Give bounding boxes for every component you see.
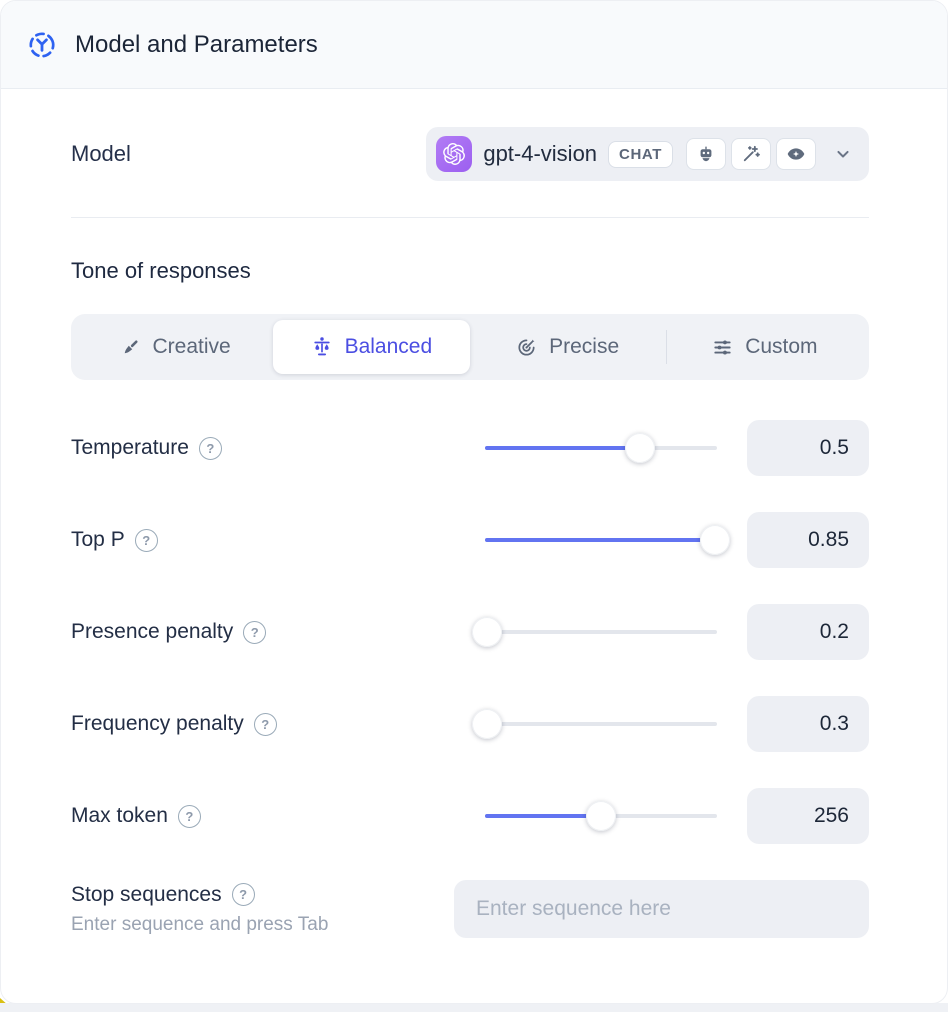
help-icon[interactable]	[198, 436, 222, 460]
tone-option-creative[interactable]: Creative	[77, 320, 273, 374]
model-select-dropdown[interactable]: gpt-4-vision CHAT	[426, 127, 869, 181]
slider-fill	[485, 814, 601, 818]
selected-model-name: gpt-4-vision	[483, 141, 598, 166]
chevron-down-icon	[833, 144, 853, 164]
slider-track	[485, 630, 717, 634]
slider-track	[485, 722, 717, 726]
slider-fill	[485, 538, 715, 542]
tone-option-label: Balanced	[344, 335, 433, 358]
slider-thumb[interactable]	[625, 433, 656, 463]
magic-wand-icon	[731, 138, 771, 170]
model-capability-chips	[686, 138, 816, 170]
help-icon[interactable]	[177, 804, 201, 828]
temperature-slider[interactable]	[485, 433, 717, 463]
presence-penalty-row: Presence penalty 0.2	[71, 604, 869, 660]
help-icon[interactable]	[231, 883, 255, 906]
slider-thumb[interactable]	[472, 617, 503, 647]
temperature-label: Temperature	[71, 436, 189, 459]
presence-penalty-slider[interactable]	[472, 617, 717, 647]
max-token-slider[interactable]	[485, 801, 717, 831]
robot-icon	[686, 138, 726, 170]
top-p-row: Top P 0.85	[71, 512, 869, 568]
panel-header: Model and Parameters	[1, 1, 947, 89]
temperature-row: Temperature 0.5	[71, 420, 869, 476]
vision-eye-icon	[776, 138, 816, 170]
tone-option-label: Custom	[745, 335, 818, 358]
frequency-penalty-slider[interactable]	[472, 709, 717, 739]
frequency-penalty-label: Frequency penalty	[71, 712, 244, 735]
presence-penalty-value[interactable]: 0.2	[747, 604, 869, 660]
help-icon[interactable]	[243, 620, 267, 644]
balance-scale-icon	[311, 336, 333, 358]
slider-fill	[485, 446, 641, 450]
target-dart-icon	[516, 337, 537, 358]
frequency-penalty-row: Frequency penalty 0.3	[71, 696, 869, 752]
background-strip	[0, 1003, 948, 1012]
help-icon[interactable]	[134, 528, 158, 552]
model-row: Model gpt-4-vision CHAT	[71, 127, 869, 181]
stop-sequences-hint: Enter sequence and press Tab	[71, 913, 329, 935]
model-node-icon	[27, 30, 57, 60]
tone-option-precise[interactable]: Precise	[470, 320, 666, 374]
tone-option-label: Precise	[549, 335, 620, 358]
section-divider	[71, 217, 869, 218]
tone-option-balanced[interactable]: Balanced	[273, 320, 470, 374]
tone-option-custom[interactable]: Custom	[667, 320, 863, 374]
slider-thumb[interactable]	[699, 525, 730, 555]
slider-thumb[interactable]	[586, 801, 616, 831]
temperature-value[interactable]: 0.5	[747, 420, 869, 476]
slider-thumb[interactable]	[472, 709, 503, 739]
top-p-label: Top P	[71, 528, 125, 551]
segmented-separator	[665, 330, 667, 364]
top-p-slider[interactable]	[485, 525, 730, 555]
max-token-value[interactable]: 256	[747, 788, 869, 844]
tone-segmented-control: Creative Balanced	[71, 314, 869, 380]
stop-sequences-row: Stop sequences Enter sequence and press …	[71, 880, 869, 938]
tone-heading: Tone of responses	[71, 258, 251, 283]
top-p-value[interactable]: 0.85	[747, 512, 869, 568]
max-token-row: Max token 256	[71, 788, 869, 844]
panel-title: Model and Parameters	[75, 30, 318, 58]
tone-option-label: Creative	[152, 335, 231, 358]
stop-sequences-label: Stop sequences	[71, 882, 222, 906]
max-token-label: Max token	[71, 804, 168, 827]
help-icon[interactable]	[253, 712, 277, 736]
model-label: Model	[71, 141, 131, 166]
stop-sequence-input[interactable]	[454, 880, 869, 938]
model-type-badge: CHAT	[608, 140, 673, 168]
openai-logo-icon	[436, 136, 473, 172]
paintbrush-icon	[120, 337, 141, 358]
frequency-penalty-value[interactable]: 0.3	[747, 696, 869, 752]
sliders-icon	[712, 337, 733, 358]
presence-penalty-label: Presence penalty	[71, 620, 234, 643]
